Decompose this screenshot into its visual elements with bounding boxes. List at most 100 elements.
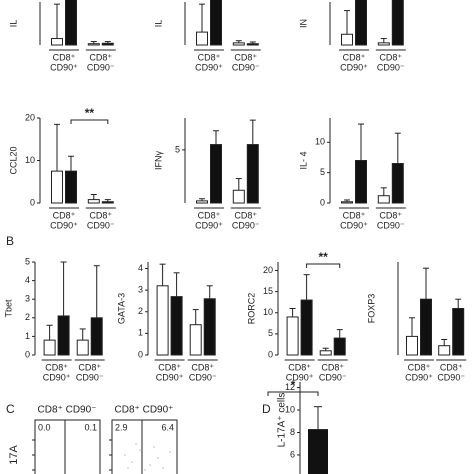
bar: [189, 324, 202, 356]
bar: [87, 43, 100, 46]
bar: [452, 308, 465, 356]
error-bar: [104, 199, 111, 202]
error-bar: [249, 119, 256, 145]
y-tick-label: 8: [290, 427, 295, 437]
bar: [51, 170, 63, 204]
bar: [377, 42, 390, 46]
y-tick-label: 5: [320, 167, 325, 177]
y-tick-label: 10: [25, 155, 35, 165]
error-bar: [344, 199, 350, 202]
y-tick-label: 12: [285, 382, 295, 392]
group-label: CD90⁺: [340, 62, 368, 72]
group-label: CD90⁻: [232, 220, 260, 230]
group-label: CD90⁻: [319, 372, 347, 382]
bar: [246, 144, 259, 204]
bar: [319, 350, 332, 356]
y-axis-label: 17A: [8, 445, 20, 465]
y-tick-label: 5: [268, 328, 273, 338]
error-bar: [199, 198, 205, 201]
group-label: CD90⁻: [189, 372, 217, 382]
bar: [355, 0, 367, 46]
bar: [65, 0, 77, 46]
y-axis-label: RORC2: [246, 293, 256, 325]
bar: [210, 0, 222, 46]
group-label: CD8⁺: [234, 210, 257, 220]
group-label: CD90⁺: [156, 372, 184, 382]
group-label: CD90⁺: [50, 62, 78, 72]
flow-title: CD8⁺ CD90⁺: [115, 405, 174, 416]
quadrant-value: 6.4: [161, 422, 174, 432]
y-tick-label: 1: [25, 331, 30, 341]
y-tick-label: 0: [30, 197, 35, 207]
flow-plot: [111, 419, 178, 474]
flow-decoration: [124, 443, 171, 471]
y-tick-label: 10: [263, 307, 273, 317]
group-label: CD8⁺: [53, 210, 76, 220]
error-bar: [455, 298, 462, 309]
error-bar: [173, 272, 180, 297]
y-tick-label: 0: [25, 349, 30, 359]
bar: [90, 317, 103, 356]
bar: [196, 31, 208, 46]
quadrant-value: 2.9: [115, 422, 128, 432]
bar: [43, 339, 56, 356]
bar: [246, 43, 259, 46]
group-label: CD90⁺: [50, 220, 78, 230]
quadrant-value: 0.1: [84, 422, 97, 432]
group-label: CD8⁺: [53, 52, 76, 62]
group-label: CD8⁺: [198, 210, 221, 220]
error-bar: [235, 178, 242, 191]
group-label: CD8⁺: [343, 52, 366, 62]
section-label: C: [6, 402, 15, 416]
y-axis-label: IL: [8, 20, 18, 28]
error-bar: [60, 261, 67, 316]
y-tick-label: 0: [138, 349, 143, 359]
y-tick-label: 20: [25, 112, 35, 122]
error-bar: [54, 123, 60, 172]
flow-title: CD8⁺ CD90⁻: [38, 405, 97, 416]
group-label: CD90⁺: [195, 62, 223, 72]
bar: [406, 335, 418, 356]
section-label: D: [262, 402, 271, 416]
group-label: CD90⁻: [87, 62, 115, 72]
y-axis-label: GATA-3: [116, 293, 126, 324]
group-label: CD8⁺: [379, 210, 402, 220]
group-label: CD8⁺: [288, 362, 311, 372]
bar: [101, 201, 114, 204]
y-tick-label: 6: [290, 449, 295, 459]
error-bar: [192, 309, 199, 325]
error-bar: [54, 3, 60, 39]
group-label: CD90⁻: [232, 62, 260, 72]
significance-bracket: [306, 263, 341, 268]
error-bar: [423, 267, 429, 300]
group-label: CD8⁺: [379, 52, 402, 62]
error-bar: [289, 308, 296, 317]
group-label: CD90⁺: [405, 372, 433, 382]
error-bar: [68, 155, 74, 172]
error-bar: [199, 3, 205, 33]
bar: [308, 429, 328, 474]
bar: [210, 144, 222, 204]
y-tick-label: 15: [263, 286, 273, 296]
error-bar: [344, 10, 350, 35]
bar: [170, 296, 183, 356]
error-bar: [322, 347, 329, 351]
bar: [196, 200, 208, 204]
y-tick-label: 5: [25, 256, 30, 266]
group-label: CD8⁺: [408, 362, 431, 372]
y-axis-label: IFNγ: [153, 151, 163, 170]
bar: [232, 189, 245, 204]
group-label: CD8⁺: [234, 52, 257, 62]
error-bar: [104, 41, 111, 44]
error-bar: [380, 38, 387, 43]
y-tick-label: 0: [320, 197, 325, 207]
bar: [76, 339, 89, 356]
y-axis-label: L-17A⁺ cells: [277, 393, 288, 448]
y-axis-label: IN: [298, 19, 308, 28]
bar: [57, 315, 70, 356]
bar: [51, 38, 63, 46]
error-bar: [336, 329, 343, 339]
bar: [156, 285, 169, 356]
bar: [203, 298, 216, 356]
